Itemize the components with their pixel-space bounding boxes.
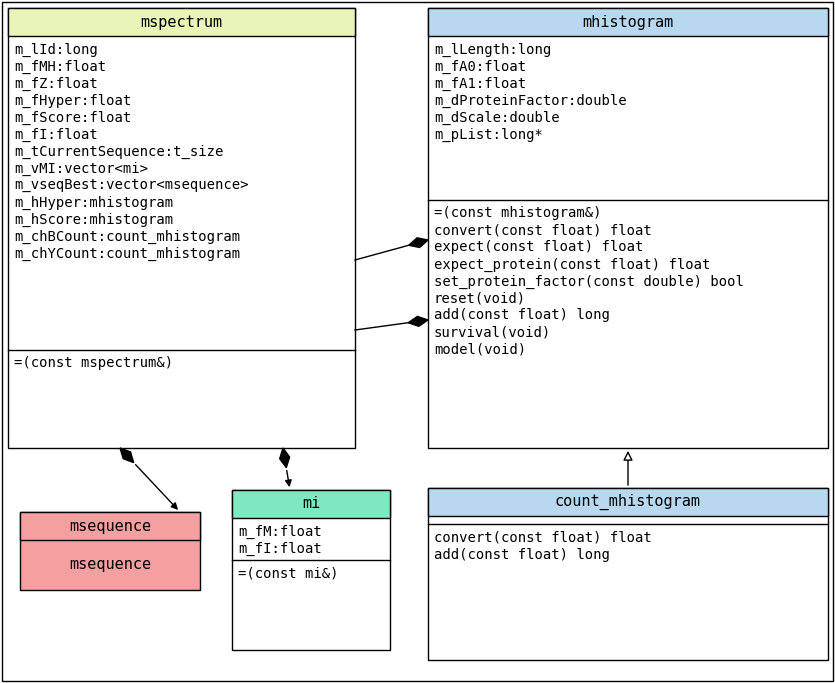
Text: =(const mspectrum&): =(const mspectrum&) <box>14 357 173 370</box>
Text: m_vMI:vector<mi>: m_vMI:vector<mi> <box>14 161 148 176</box>
Text: m_fMH:float: m_fMH:float <box>14 59 106 74</box>
Text: msequence: msequence <box>69 557 151 572</box>
Text: m_dScale:double: m_dScale:double <box>434 111 559 124</box>
Text: m_fA1:float: m_fA1:float <box>434 76 526 91</box>
Bar <box>428 488 828 660</box>
Text: mhistogram: mhistogram <box>582 14 674 29</box>
Bar <box>8 8 355 448</box>
Text: m_fI:float: m_fI:float <box>14 128 98 141</box>
Polygon shape <box>408 238 428 247</box>
Text: m_chBCount:count_mhistogram: m_chBCount:count_mhistogram <box>14 229 240 244</box>
Bar <box>8 8 355 36</box>
Text: add(const float) long: add(const float) long <box>434 548 610 561</box>
Text: m_dProteinFactor:double: m_dProteinFactor:double <box>434 94 626 107</box>
Text: m_chYCount:count_mhistogram: m_chYCount:count_mhistogram <box>14 247 240 261</box>
Bar <box>20 512 200 540</box>
Text: mspectrum: mspectrum <box>140 14 223 29</box>
Text: expect_protein(const float) float: expect_protein(const float) float <box>434 257 711 272</box>
Text: survival(void): survival(void) <box>434 326 551 339</box>
Text: m_vseqBest:vector<msequence>: m_vseqBest:vector<msequence> <box>14 178 249 193</box>
Polygon shape <box>120 448 134 462</box>
Bar <box>428 8 828 36</box>
Bar <box>428 8 828 448</box>
Text: mi: mi <box>302 497 320 512</box>
Bar <box>20 512 200 590</box>
Text: m_fScore:float: m_fScore:float <box>14 111 131 124</box>
Text: m_fHyper:float: m_fHyper:float <box>14 94 131 107</box>
Text: m_pList:long*: m_pList:long* <box>434 128 543 141</box>
Text: m_fZ:float: m_fZ:float <box>14 76 98 91</box>
Text: convert(const float) float: convert(const float) float <box>434 531 652 544</box>
Bar <box>232 490 390 518</box>
Bar <box>232 490 390 650</box>
Text: =(const mi&): =(const mi&) <box>238 566 338 581</box>
Text: count_mhistogram: count_mhistogram <box>555 494 701 510</box>
Text: expect(const float) float: expect(const float) float <box>434 240 644 255</box>
Polygon shape <box>280 448 290 468</box>
Text: model(void): model(void) <box>434 342 526 357</box>
Text: m_fA0:float: m_fA0:float <box>434 59 526 74</box>
Text: m_hScore:mhistogram: m_hScore:mhistogram <box>14 212 173 227</box>
Polygon shape <box>408 316 428 326</box>
Text: set_protein_factor(const double) bool: set_protein_factor(const double) bool <box>434 275 744 289</box>
Text: msequence: msequence <box>69 518 151 533</box>
Text: m_lId:long: m_lId:long <box>14 42 98 57</box>
Text: m_fI:float: m_fI:float <box>238 542 321 555</box>
Bar <box>428 488 828 516</box>
Text: =(const mhistogram&): =(const mhistogram&) <box>434 206 601 221</box>
Text: m_hHyper:mhistogram: m_hHyper:mhistogram <box>14 195 173 210</box>
Text: add(const float) long: add(const float) long <box>434 309 610 322</box>
Text: reset(void): reset(void) <box>434 292 526 305</box>
Text: m_tCurrentSequence:t_size: m_tCurrentSequence:t_size <box>14 144 224 158</box>
Text: m_fM:float: m_fM:float <box>238 525 321 539</box>
Text: m_lLength:long: m_lLength:long <box>434 42 551 57</box>
Text: convert(const float) float: convert(const float) float <box>434 223 652 238</box>
